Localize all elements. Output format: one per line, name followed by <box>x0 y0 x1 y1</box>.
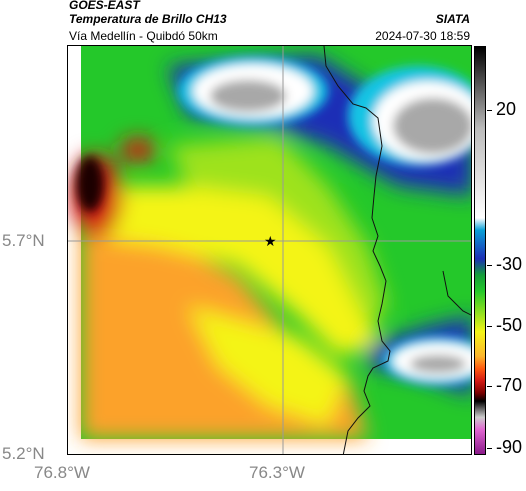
colorbar <box>474 46 486 455</box>
colorbar-label-m70: -70 <box>496 375 523 395</box>
colorbar-tick-m70 <box>487 386 492 387</box>
lon-label-76-3: 76.3°W <box>249 463 305 482</box>
product-title: Temperatura de Brillo CH13 <box>69 12 227 26</box>
lat-label-5-7: 5.7°N <box>2 231 45 250</box>
organization-label: SIATA <box>435 12 470 26</box>
colorbar-tick-m30 <box>487 265 492 266</box>
satellite-title: GOES-EAST <box>69 0 140 12</box>
country-border <box>323 46 391 454</box>
cold-cloud-tops <box>76 56 471 386</box>
timestamp-label: 2024-07-30 18:59 <box>375 29 470 43</box>
coastline <box>442 270 471 316</box>
route-subtitle: Vía Medellín - Quibdó 50km <box>69 29 218 43</box>
colorbar-label-m50: -50 <box>496 315 523 335</box>
colorbar-tick-m50 <box>487 326 492 327</box>
star-marker[interactable]: ★ <box>264 234 277 250</box>
colorbar-label-20: 20 <box>496 99 517 119</box>
colorbar-label-m90: -90 <box>496 437 523 457</box>
brightness-temperature-map[interactable]: ★ <box>67 45 472 455</box>
colorbar-label-m30: -30 <box>496 254 523 274</box>
temperature-field <box>70 56 471 439</box>
colorbar-tick-20 <box>487 110 492 111</box>
lat-label-5-2: 5.2°N <box>2 444 45 463</box>
map-canvas: ★ <box>68 46 471 454</box>
lon-label-76-8: 76.8°W <box>34 463 90 482</box>
colorbar-tick-m90 <box>487 448 492 449</box>
